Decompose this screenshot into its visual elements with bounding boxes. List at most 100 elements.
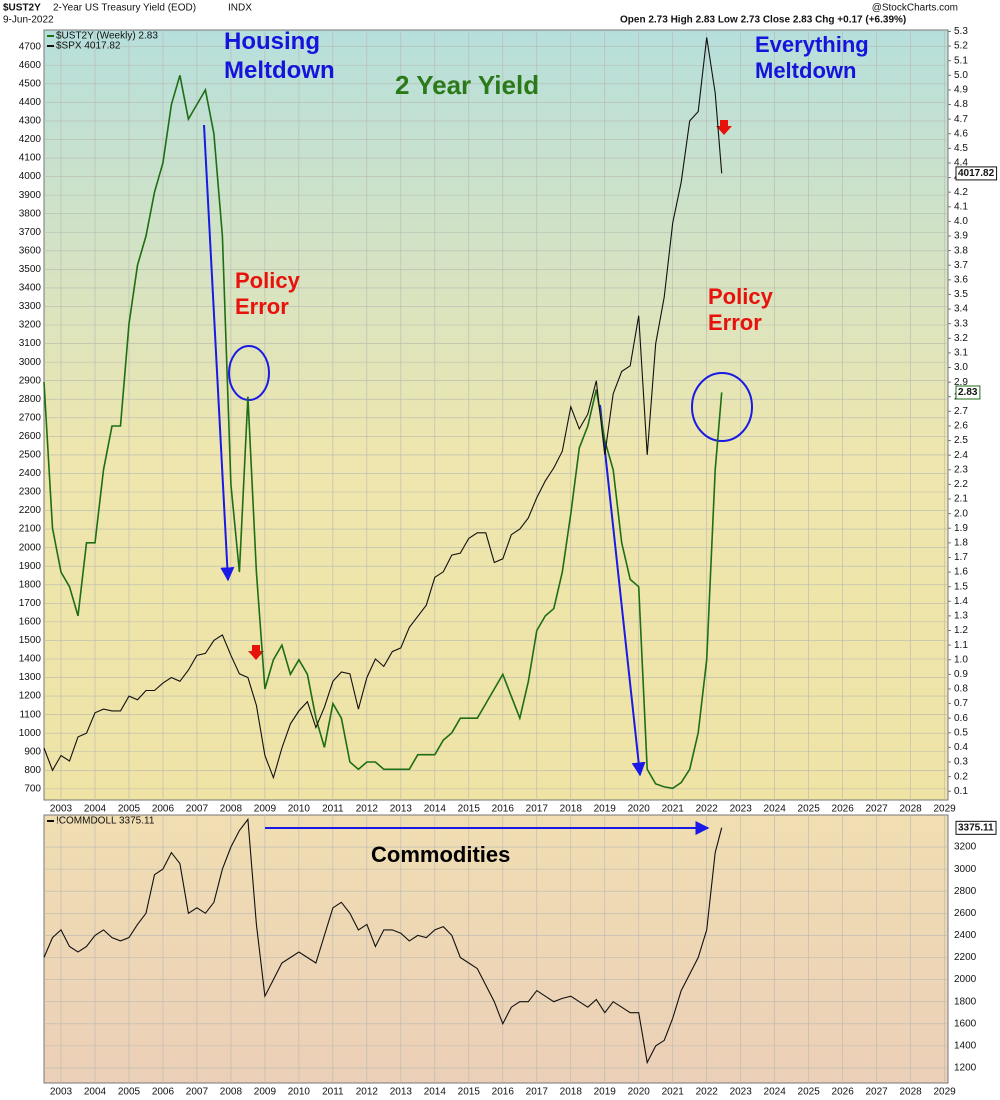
y-tick-label: 2500 bbox=[19, 450, 42, 461]
x-tick-label: 2011 bbox=[322, 1087, 344, 1098]
x-tick-label: 2028 bbox=[899, 1087, 922, 1098]
x-tick-label: 2018 bbox=[560, 804, 583, 815]
y2-tick-label: 2.7 bbox=[954, 406, 968, 417]
x-tick-label: 2026 bbox=[832, 804, 855, 815]
y2-tick-label: 0.9 bbox=[954, 669, 968, 680]
y2-tick-label: 3.8 bbox=[954, 245, 968, 256]
y2-tick-label: 4.1 bbox=[954, 201, 968, 212]
y-tick-label: 1500 bbox=[19, 635, 42, 646]
x-tick-label: 2027 bbox=[866, 804, 889, 815]
last-value-box bbox=[955, 820, 997, 835]
y-tick-label: 1700 bbox=[19, 598, 42, 609]
x-tick-label: 2014 bbox=[424, 1087, 447, 1098]
x-tick-label: 2023 bbox=[730, 804, 753, 815]
y-tick-label: 3600 bbox=[19, 245, 42, 256]
x-tick-label: 2012 bbox=[356, 804, 379, 815]
annotation: Everything Meltdown bbox=[755, 32, 869, 84]
x-tick-label: 2008 bbox=[220, 1087, 243, 1098]
x-tick-label: 2017 bbox=[526, 804, 549, 815]
legend-label: !COMMDOLL 3375.11 bbox=[56, 816, 155, 827]
y-tick-label: 1200 bbox=[954, 1063, 977, 1074]
y-tick-label: 2200 bbox=[954, 952, 977, 963]
y2-tick-label: 1.0 bbox=[954, 654, 968, 665]
y2-tick-label: 1.2 bbox=[954, 625, 968, 636]
x-tick-label: 2017 bbox=[526, 1087, 549, 1098]
x-tick-label: 2015 bbox=[458, 1087, 481, 1098]
arrow bbox=[599, 404, 646, 777]
y-tick-label: 4300 bbox=[19, 116, 42, 127]
y2-tick-label: 2.0 bbox=[954, 508, 968, 519]
x-tick-label: 2019 bbox=[594, 804, 617, 815]
x-tick-label: 2007 bbox=[186, 804, 209, 815]
y2-tick-label: 4.4 bbox=[954, 158, 968, 169]
red-arrow bbox=[716, 120, 732, 135]
x-tick-label: 2006 bbox=[152, 804, 175, 815]
last-value-box bbox=[955, 166, 998, 181]
y2-tick-label: 3.6 bbox=[954, 274, 968, 285]
y-tick-label: 2400 bbox=[954, 930, 977, 941]
y2-tick-label: 0.8 bbox=[954, 684, 968, 695]
y-tick-label: 3900 bbox=[19, 190, 42, 201]
y-tick-label: 3000 bbox=[954, 864, 977, 875]
x-tick-label: 2019 bbox=[594, 1087, 617, 1098]
x-tick-label: 2010 bbox=[288, 1087, 311, 1098]
y2-tick-label: 1.1 bbox=[954, 640, 968, 651]
y-tick-label: 2800 bbox=[19, 394, 42, 405]
last-value-tag: 2.83 bbox=[958, 387, 978, 398]
y-tick-label: 1400 bbox=[19, 654, 42, 665]
y-tick-label: 2700 bbox=[19, 412, 42, 423]
exchange: INDX bbox=[228, 3, 252, 14]
y-tick-label: 2100 bbox=[19, 524, 42, 535]
y-tick-label: 2600 bbox=[954, 908, 977, 919]
y-tick-label: 900 bbox=[24, 746, 41, 757]
y2-tick-label: 3.9 bbox=[954, 231, 968, 242]
y2-tick-label: 2.2 bbox=[954, 479, 968, 490]
last-value-tag: 3375.11 bbox=[958, 822, 994, 833]
legend-label: $UST2Y (Weekly) 2.83 bbox=[56, 31, 158, 42]
y-tick-label: 1600 bbox=[954, 1018, 977, 1029]
y-tick-label: 1000 bbox=[19, 728, 42, 739]
y2-tick-label: 2.4 bbox=[954, 450, 968, 461]
series-line bbox=[43, 817, 723, 1065]
y2-tick-label: 0.4 bbox=[954, 742, 968, 753]
y2-tick-label: 3.1 bbox=[954, 348, 968, 359]
annotation: Policy Error bbox=[708, 284, 773, 336]
y-tick-label: 3500 bbox=[19, 264, 42, 275]
y-tick-label: 4100 bbox=[19, 153, 42, 164]
y2-tick-label: 3.5 bbox=[954, 289, 968, 300]
x-tick-label: 2026 bbox=[832, 1087, 855, 1098]
y-tick-label: 4400 bbox=[19, 97, 42, 108]
y2-tick-label: 1.9 bbox=[954, 523, 968, 534]
y2-tick-label: 3.0 bbox=[954, 362, 968, 373]
y2-tick-label: 0.1 bbox=[954, 786, 968, 797]
x-tick-label: 2018 bbox=[560, 1087, 583, 1098]
panel-background bbox=[43, 29, 949, 801]
y-tick-label: 1100 bbox=[19, 709, 41, 720]
y2-tick-label: 4.8 bbox=[954, 99, 968, 110]
description: 2-Year US Treasury Yield (EOD) bbox=[53, 3, 196, 14]
x-tick-label: 2021 bbox=[662, 1087, 685, 1098]
y-tick-label: 2200 bbox=[19, 505, 42, 516]
annotation: 2 Year Yield bbox=[395, 70, 540, 100]
y-tick-label: 2300 bbox=[19, 487, 42, 498]
series-line bbox=[43, 37, 723, 780]
annotation: Housing Meltdown bbox=[224, 28, 335, 84]
x-tick-label: 2006 bbox=[152, 1087, 175, 1098]
y-tick-label: 1900 bbox=[19, 561, 42, 572]
y2-tick-label: 4.9 bbox=[954, 85, 968, 96]
x-tick-label: 2004 bbox=[84, 804, 107, 815]
y2-tick-label: 1.8 bbox=[954, 537, 968, 548]
quote: Open 2.73 High 2.83 Low 2.73 Close 2.83 … bbox=[620, 15, 906, 26]
x-tick-label: 2020 bbox=[628, 804, 651, 815]
x-tick-label: 2009 bbox=[254, 804, 277, 815]
y-tick-label: 3800 bbox=[19, 208, 42, 219]
y2-tick-label: 2.9 bbox=[954, 377, 968, 388]
annotation: Policy Error bbox=[235, 268, 300, 320]
y2-tick-label: 2.1 bbox=[954, 494, 968, 505]
x-tick-label: 2029 bbox=[933, 1087, 956, 1098]
x-tick-label: 2013 bbox=[390, 1087, 413, 1098]
y2-tick-label: 3.4 bbox=[954, 304, 968, 315]
y2-tick-label: 4.7 bbox=[954, 114, 968, 125]
y-tick-label: 1800 bbox=[19, 579, 42, 590]
y-tick-label: 2400 bbox=[19, 468, 42, 479]
